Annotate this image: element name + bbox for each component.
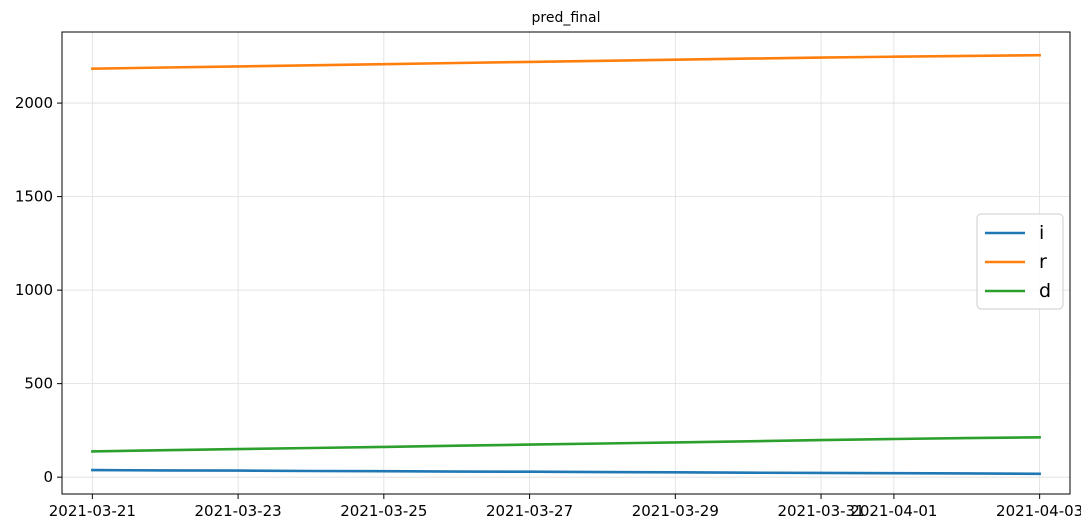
y-tick-label: 500	[24, 375, 53, 393]
series-line-r	[91, 53, 1041, 71]
x-tick-label: 2021-03-23	[195, 502, 282, 520]
legend-label-d: d	[1039, 280, 1051, 302]
x-tick-label: 2021-03-27	[486, 502, 573, 520]
y-tick-label: 1000	[15, 281, 53, 299]
x-tick-label: 2021-03-21	[49, 502, 136, 520]
legend-label-r: r	[1039, 251, 1047, 273]
x-tick-label: 2021-04-03	[996, 502, 1081, 520]
series-lines	[91, 53, 1041, 476]
legend: ird	[976, 213, 1064, 310]
y-tick-label: 2000	[15, 94, 53, 112]
plot-frame	[61, 31, 1071, 495]
x-axis-ticks: 2021-03-21 2021-03-23 2021-03-25 2021-03-27…	[49, 494, 1081, 520]
series-line-d	[91, 435, 1041, 453]
x-tick-label: 2021-03-29	[632, 502, 719, 520]
x-tick-label: 2021-04-01	[850, 502, 937, 520]
chart-title: pred_final	[532, 10, 601, 26]
y-axis-ticks: 0 500 1000 1500 2000	[15, 94, 62, 486]
x-tick-label: 2021-03-25	[340, 502, 427, 520]
grid-lines	[62, 32, 1070, 494]
series-line-i	[91, 468, 1041, 476]
x-tick-label: 2021-03-31	[777, 502, 864, 520]
legend-label-i: i	[1039, 222, 1044, 244]
y-tick-label: 1500	[15, 188, 53, 206]
y-tick-label: 0	[43, 468, 53, 486]
